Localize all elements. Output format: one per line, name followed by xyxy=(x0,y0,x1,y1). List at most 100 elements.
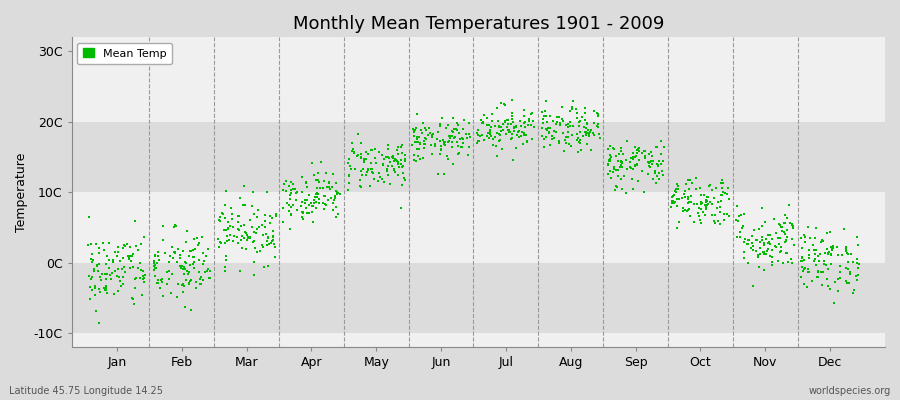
Bar xyxy=(72,192,885,262)
Point xyxy=(328,195,343,201)
Point xyxy=(511,134,526,140)
Point xyxy=(480,115,494,121)
Point xyxy=(627,154,642,160)
Point xyxy=(388,169,402,175)
Point xyxy=(785,222,799,228)
Point xyxy=(311,199,326,206)
Point xyxy=(480,133,494,140)
Point xyxy=(811,268,825,274)
Point xyxy=(573,118,588,125)
Point xyxy=(510,132,525,139)
Point xyxy=(615,148,629,154)
Point xyxy=(600,162,615,168)
Point xyxy=(632,145,646,152)
Point xyxy=(777,229,791,235)
Point xyxy=(188,246,202,252)
Point xyxy=(809,247,824,253)
Point xyxy=(329,214,344,220)
Point xyxy=(285,202,300,208)
Point xyxy=(578,104,592,111)
Point xyxy=(713,221,727,228)
Point xyxy=(179,276,194,283)
Point xyxy=(243,217,257,224)
Point xyxy=(126,296,140,302)
Point xyxy=(450,119,464,126)
Point xyxy=(328,197,342,203)
Point xyxy=(496,126,510,133)
Point xyxy=(801,247,815,253)
Point xyxy=(556,117,571,124)
Point xyxy=(628,163,643,170)
Point xyxy=(667,192,681,198)
Point xyxy=(256,242,270,248)
Point xyxy=(802,269,816,275)
Point xyxy=(765,262,779,268)
Point xyxy=(780,226,795,233)
Point xyxy=(175,264,189,271)
Point xyxy=(392,164,406,170)
Point xyxy=(326,199,340,206)
Point xyxy=(407,157,421,164)
Point xyxy=(670,203,685,209)
Point xyxy=(745,233,760,239)
Point xyxy=(277,181,292,187)
Point xyxy=(120,240,134,247)
Point xyxy=(514,123,528,130)
Point xyxy=(247,272,261,278)
Point xyxy=(811,268,825,275)
Point xyxy=(177,271,192,278)
Point xyxy=(484,118,499,124)
Point xyxy=(240,234,255,240)
Point xyxy=(417,141,431,148)
Point xyxy=(341,186,356,193)
Point xyxy=(317,193,331,199)
Point xyxy=(220,226,235,232)
Point xyxy=(328,188,343,194)
Point xyxy=(850,271,865,278)
Point xyxy=(801,224,815,230)
Point xyxy=(490,105,504,111)
Point xyxy=(160,269,175,276)
Point xyxy=(843,269,858,275)
Point xyxy=(734,234,748,240)
Point xyxy=(317,178,331,184)
Point xyxy=(486,136,500,143)
Point xyxy=(176,289,191,295)
Point xyxy=(821,283,835,290)
Point xyxy=(129,275,143,281)
Point xyxy=(710,205,724,212)
Point xyxy=(382,159,397,165)
Point xyxy=(186,259,201,265)
Point xyxy=(407,133,421,139)
Point xyxy=(654,151,669,157)
Point xyxy=(832,275,847,282)
Bar xyxy=(72,262,885,333)
Point xyxy=(249,230,264,236)
Point xyxy=(760,247,774,254)
Point xyxy=(797,264,812,271)
Point xyxy=(500,116,514,123)
Point xyxy=(156,293,170,299)
Point xyxy=(410,139,425,146)
Point xyxy=(437,139,452,146)
Point xyxy=(544,136,559,143)
Point xyxy=(554,116,569,122)
Point xyxy=(394,144,409,150)
Point xyxy=(618,190,633,196)
Point xyxy=(437,139,452,146)
Point xyxy=(482,127,497,133)
Point xyxy=(484,111,499,118)
Point xyxy=(219,256,233,263)
Point xyxy=(309,199,323,206)
Point xyxy=(126,250,140,257)
Point xyxy=(587,120,601,126)
Point xyxy=(606,169,620,176)
Point xyxy=(446,144,460,150)
Point xyxy=(637,148,652,154)
Point xyxy=(104,270,119,277)
Point xyxy=(500,124,515,131)
Point xyxy=(720,191,734,197)
Text: Latitude 45.75 Longitude 14.25: Latitude 45.75 Longitude 14.25 xyxy=(9,386,163,396)
Point xyxy=(557,137,572,143)
Point xyxy=(410,136,424,142)
